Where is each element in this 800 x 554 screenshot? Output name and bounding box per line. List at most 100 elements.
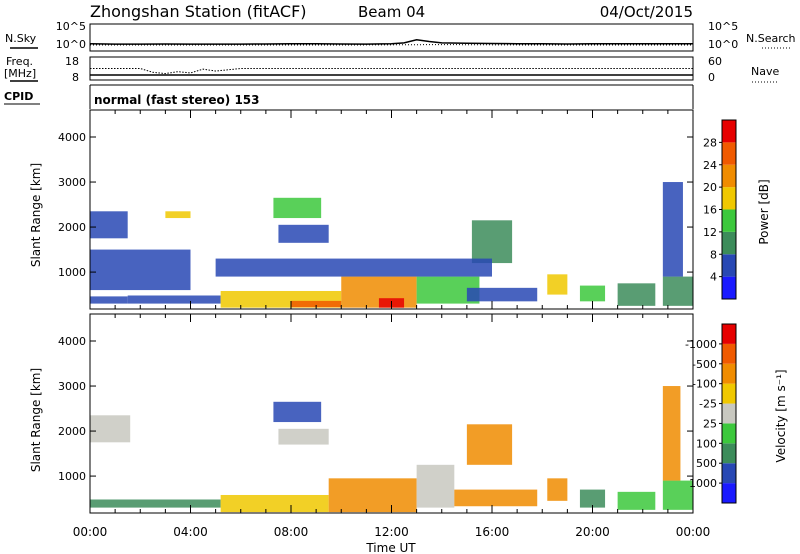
- freq-left-label-1: Freq.: [6, 55, 33, 68]
- ytick-label: 2000: [58, 425, 86, 438]
- colorbar-tick-label: 16: [703, 204, 717, 217]
- velocity-yticks: 1000 2000 3000 4000: [58, 335, 693, 483]
- freq-left-label-2: [MHz]: [4, 67, 36, 80]
- colorbar-segment: [722, 120, 736, 143]
- power-marks: [90, 182, 693, 308]
- ytick-label: 4000: [58, 335, 86, 348]
- velocity-ylabel: Slant Range [km]: [29, 368, 43, 472]
- power-colorbar: 4 8 12 16 20 24 28: [703, 119, 737, 300]
- noise-left-tick-top: 10^5: [56, 20, 86, 33]
- noise-right-tick-bottom: 10^0: [708, 38, 738, 51]
- mode-label: normal (fast stereo) 153: [94, 93, 260, 107]
- velocity-panel: 1000 2000 3000 4000 Slant Range [km] 1000 50…: [29, 313, 788, 554]
- noise-left-label: N.Sky: [5, 32, 37, 45]
- time-tick-label: 04:00: [173, 525, 208, 539]
- noise-right-label: N.Search: [746, 32, 796, 45]
- time-tick-label: 00:00: [73, 525, 108, 539]
- colorbar-segment: [722, 443, 736, 464]
- colorbar-segment: [722, 231, 736, 255]
- colorbar-segment: [722, 254, 736, 277]
- colorbar-segment: [722, 276, 736, 299]
- velocity-colorbar: 1000 500 100 25 -25 -100 -500 -1000: [685, 323, 737, 504]
- scatter-region: [328, 478, 417, 513]
- cpid-label: CPID: [4, 90, 33, 103]
- scatter-region: [291, 300, 342, 308]
- colorbar-tick-label: -25: [699, 398, 717, 411]
- ytick-label: 4000: [58, 131, 86, 144]
- velocity-colorbar-label: Velocity [m s⁻¹]: [774, 369, 788, 462]
- colorbar-tick-label: 8: [710, 248, 717, 261]
- nave-right-tick-bottom: 0: [708, 71, 715, 84]
- scatter-region: [273, 197, 322, 219]
- freq-left-tick-bottom: 8: [72, 71, 79, 84]
- scatter-region: [90, 249, 191, 291]
- colorbar-segment: [722, 463, 736, 484]
- ytick-label: 1000: [58, 470, 86, 483]
- scatter-region: [662, 386, 681, 481]
- scatter-region: [165, 211, 191, 219]
- colorbar-tick-label: 12: [703, 226, 717, 239]
- time-tick-label: 00:00: [676, 525, 711, 539]
- time-tick-label: 20:00: [575, 525, 610, 539]
- colorbar-frame: [721, 323, 737, 504]
- freq-left-tick-top: 18: [65, 55, 79, 68]
- power-ylabel: Slant Range [km]: [29, 163, 43, 267]
- scatter-region: [466, 287, 538, 302]
- scatter-region: [454, 489, 538, 507]
- colorbar-tick-label: 4: [710, 271, 717, 284]
- ytick-label: 1000: [58, 266, 86, 279]
- power-xticks: [89, 110, 694, 309]
- noise-sky-line: [89, 38, 693, 45]
- nave-right-tick-top: 60: [708, 55, 722, 68]
- time-tick-label: 08:00: [274, 525, 309, 539]
- velocity-marks: [90, 386, 693, 513]
- power-panel: 1000 2000 3000 4000 Slant Range [km] 4 8 12 16…: [29, 109, 771, 310]
- colorbar-tick-label: 24: [703, 159, 717, 172]
- scatter-region: [662, 276, 693, 306]
- colorbar-segment: [722, 164, 736, 188]
- date-label: 04/Oct/2015: [600, 3, 693, 21]
- colorbar-segment: [722, 403, 736, 424]
- ytick-label: 3000: [58, 176, 86, 189]
- scatter-region: [215, 258, 492, 277]
- colorbar-segment: [722, 343, 736, 364]
- scatter-region: [90, 211, 128, 239]
- scatter-region: [90, 296, 128, 304]
- colorbar-tick-label: -100: [692, 378, 717, 391]
- xaxis-label: Time UT: [365, 541, 416, 554]
- scatter-region: [416, 464, 455, 508]
- colorbar-segment: [722, 423, 736, 444]
- station-title: Zhongshan Station (fitACF): [90, 2, 307, 21]
- scatter-region: [90, 499, 221, 508]
- scatter-region: [547, 478, 568, 501]
- velocity-xticks: [89, 314, 694, 513]
- scatter-region: [278, 428, 329, 445]
- scatter-region: [127, 295, 221, 304]
- colorbar-tick-label: -500: [692, 358, 717, 371]
- noise-frame: [89, 23, 694, 52]
- scatter-region: [278, 224, 329, 243]
- ytick-label: 2000: [58, 221, 86, 234]
- ytick-label: 3000: [58, 380, 86, 393]
- scatter-region: [547, 274, 568, 295]
- scatter-region: [579, 285, 606, 302]
- scatter-region: [466, 424, 513, 465]
- time-tick-labels: 00:00 04:00 08:00 12:00 16:00 20:00 00:00: [73, 525, 711, 539]
- scatter-region: [220, 494, 329, 513]
- colorbar-segment: [722, 324, 736, 344]
- scatter-region: [579, 489, 606, 508]
- scatter-region: [662, 182, 683, 277]
- colorbar-tick-label: 28: [703, 136, 717, 149]
- scatter-region: [617, 491, 656, 510]
- scatter-region: [471, 220, 513, 264]
- time-tick-label: 12:00: [374, 525, 409, 539]
- noise-left-tick-bottom: 10^0: [56, 38, 86, 51]
- beam-label: Beam 04: [358, 3, 425, 21]
- colorbar-segment: [722, 363, 736, 384]
- colorbar-segment: [722, 142, 736, 165]
- power-colorbar-label: Power [dB]: [757, 179, 771, 244]
- nave-right-label: Nave: [751, 65, 779, 78]
- nave-line: [90, 68, 693, 75]
- noise-right-tick-top: 10^5: [708, 20, 738, 33]
